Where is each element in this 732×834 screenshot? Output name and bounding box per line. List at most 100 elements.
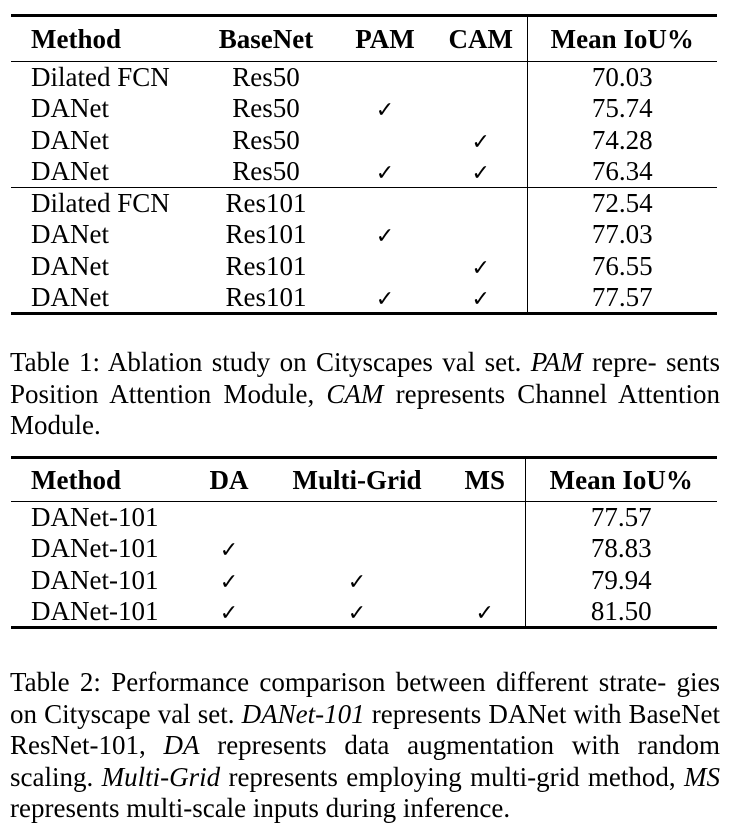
cell-pam: ✓ [335,219,435,251]
checkmark-icon: ✓ [219,538,239,564]
header-pam: PAM [335,14,435,62]
cell-basenet: Res101 [225,188,307,218]
caption-text: sents Position Attention Module, [10,347,720,409]
cell-da: ✓ [189,533,269,565]
table-2: Method DA Multi-Grid MS Mean IoU% DANet-… [11,456,717,629]
header-mean-iou: Mean IoU% [526,14,717,62]
cell-basenet: Res101 [225,219,307,250]
cell-mean-iou: 76.34 [526,156,717,188]
checkmark-icon: ✓ [347,600,367,626]
cell-cam [435,219,527,251]
cell-mean-iou: 72.54 [526,187,717,219]
table-row: DANet Res50 ✓ 75.74 [11,93,717,125]
cell-method: DANet-101 [11,596,189,629]
cell-basenet: Res50 [232,124,300,155]
table-row: DANet Res101 ✓ 76.55 [11,250,717,283]
checkmark-icon: ✓ [471,286,490,312]
table-row: DANet-101 ✓ ✓ 79.94 [11,564,717,597]
cell-pam [335,188,435,220]
cell-pam: ✓ [335,282,435,315]
header-cam: CAM [435,14,527,62]
cell-pam: ✓ [335,93,435,125]
cell-multi-grid [269,502,445,534]
caption-text: represents multi-scale inputs during inf… [10,793,511,823]
cell-cam: ✓ [435,251,527,283]
caption-term: MS [684,761,721,792]
checkmark-icon: ✓ [219,569,239,595]
cell-ms [445,565,525,597]
table-2-header-row: Method DA Multi-Grid MS Mean IoU% [11,456,717,502]
cell-method: Dilated FCN [31,62,170,92]
header-basenet: BaseNet [197,14,335,62]
caption-term: CAM [326,378,384,409]
cell-cam: ✓ [435,282,527,315]
table-row: DANet-101 ✓ ✓ ✓ 81.50 [11,596,717,629]
cell-mean-iou: 70.03 [526,61,717,93]
cell-multi-grid: ✓ [269,596,445,629]
cell-ms [445,502,525,534]
cell-mean-iou: 75.74 [526,93,717,125]
header-multi-grid: Multi-Grid [269,456,445,502]
cell-pam [335,251,435,283]
cell-method: DANet-101 [31,502,159,532]
cell-basenet: Res50 [232,62,300,92]
checkmark-icon: ✓ [471,129,490,155]
table-2-caption: Table 2: Performance comparison between … [10,667,720,825]
cell-mean-iou: 77.03 [526,219,717,251]
caption-text: Table 2: Performance comparison between … [10,667,667,697]
cell-basenet: Res101 [225,250,307,281]
header-method: Method [11,456,189,502]
header-mean-iou: Mean IoU% [524,456,717,502]
cell-mean-iou: 74.28 [526,124,717,156]
cell-method: DANet [31,124,109,155]
checkmark-icon: ✓ [347,569,367,595]
cell-cam [435,188,527,220]
table-row: Dilated FCN Res50 70.03 [11,61,717,94]
cell-cam: ✓ [435,125,527,157]
cell-mean-iou: 76.55 [526,250,717,282]
cell-pam [335,62,435,94]
table-row: DANet-101 77.57 [11,501,717,534]
header-da: DA [189,456,269,502]
cell-cam [435,62,527,94]
caption-term: DANet-101 [241,698,365,729]
table-1: Method BaseNet PAM CAM Mean IoU% Dilated… [11,14,717,315]
cell-pam: ✓ [335,156,435,188]
caption-term: DA [163,730,200,760]
header-ms: MS [445,456,525,502]
cell-mean-iou: 77.57 [524,501,717,533]
cell-cam [435,93,527,125]
checkmark-icon: ✓ [375,224,395,250]
table-1-caption: Table 1: Ablation study on Cityscapes va… [10,347,720,442]
table-row: DANet Res50 ✓ 74.28 [11,124,717,157]
caption-text: represents employing multi-grid method, [228,761,676,792]
table-row: DANet Res101 ✓ 77.03 [11,219,717,251]
caption-term: Multi-Grid [101,761,221,792]
checkmark-icon: ✓ [471,255,490,281]
caption-text: represents data augmentation with random… [10,730,720,792]
cell-da: ✓ [189,596,269,629]
cell-mean-iou: 78.83 [524,533,717,565]
cell-ms: ✓ [445,596,525,629]
cell-pam [335,125,435,157]
cell-mean-iou: 77.57 [526,282,717,315]
cell-method: DANet [11,282,197,315]
cell-basenet: Res50 [232,93,300,124]
checkmark-icon: ✓ [471,161,490,186]
cell-basenet: Res50 [197,156,335,188]
table-row: DANet Res50 ✓ ✓ 76.34 [11,156,717,188]
cell-method: DANet [31,93,109,124]
cell-method: DANet [31,219,109,250]
cell-ms [445,533,525,565]
checkmark-icon: ✓ [375,161,395,186]
cell-mean-iou: 81.50 [524,596,717,629]
cell-method: DANet-101 [31,533,159,564]
cell-method: DANet [31,250,109,281]
checkmark-icon: ✓ [475,600,494,626]
table-row: DANet-101 ✓ 78.83 [11,533,717,565]
header-method: Method [11,14,197,62]
cell-method: DANet-101 [31,564,159,595]
caption-text: represents DANet with BaseNet ResNet-101… [10,698,721,761]
cell-multi-grid [269,533,445,565]
caption-text: Table 1: Ablation study on Cityscapes va… [10,347,522,377]
